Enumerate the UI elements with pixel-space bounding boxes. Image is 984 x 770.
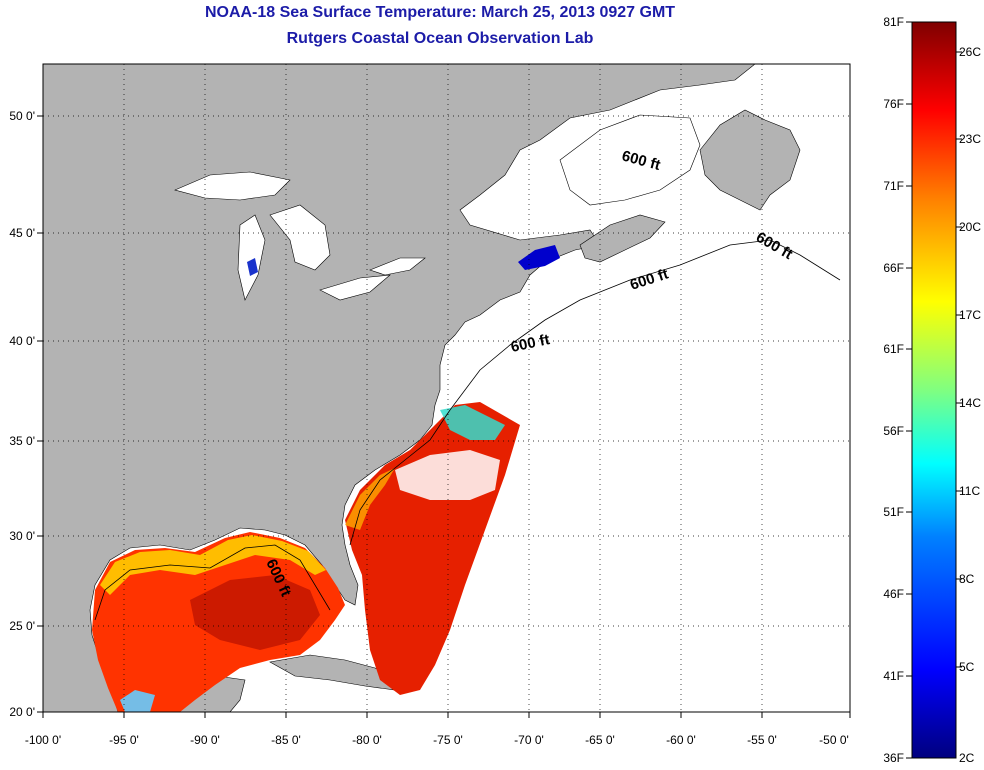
x-tick-label: -95 0' [109, 733, 139, 747]
map-title: NOAA-18 Sea Surface Temperature: March 2… [204, 4, 676, 21]
land-nova-scotia [579, 214, 666, 263]
x-tick-label: -60 0' [666, 733, 696, 747]
colorbar-c-label: 11C [959, 484, 980, 498]
y-tick-label: 20 0' [9, 705, 35, 719]
colorbar-f-label: 56F [883, 424, 904, 438]
x-tick-label: -80 0' [352, 733, 382, 747]
x-tick-label: -90 0' [190, 733, 220, 747]
x-axis [42, 712, 851, 718]
x-tick-label: -85 0' [271, 733, 301, 747]
y-tick-label: 30 0' [9, 529, 35, 543]
land-newfoundland [699, 109, 801, 211]
colorbar-f-label: 81F [883, 15, 904, 29]
y-tick-label: 50 0' [9, 109, 35, 123]
land-north-america [43, 64, 756, 712]
y-axis [37, 115, 43, 713]
colorbar-c-label: 26C [959, 45, 981, 59]
colorbar-f-label: 46F [883, 587, 904, 601]
x-tick-label: -75 0' [433, 733, 463, 747]
gulf-st-lawrence [559, 114, 701, 206]
colorbar-ticks [906, 21, 962, 759]
x-tick-label: -65 0' [585, 733, 615, 747]
colorbar-f-label: 41F [883, 669, 904, 683]
y-tick-label: 45 0' [9, 226, 35, 240]
sst-atlantic-cloud-gaps [395, 450, 500, 500]
y-tick-label: 25 0' [9, 619, 35, 633]
isobath-600ft-line [94, 239, 841, 621]
y-tick-label: 35 0' [9, 434, 35, 448]
sst-gulf-coastal-band [100, 535, 326, 595]
sst-cool-patch-gulf-west [120, 690, 155, 712]
colorbar-c-label: 2C [959, 751, 975, 765]
x-tick-label: -70 0' [514, 733, 544, 747]
map-subtitle: Rutgers Coastal Ocean Observation Lab [286, 30, 594, 47]
colorbar [911, 21, 957, 759]
x-tick-label: -50 0' [819, 733, 849, 747]
colorbar-f-label: 66F [883, 261, 904, 275]
map-border [42, 63, 851, 713]
y-tick-label: 40 0' [9, 334, 35, 348]
x-tick-label: -55 0' [747, 733, 777, 747]
colorbar-f-label: 61F [883, 342, 904, 356]
colorbar-c-label: 14C [959, 396, 981, 410]
colorbar-f-label: 36F [883, 751, 904, 765]
sst-warm-core [190, 575, 320, 650]
sst-cold-patch-maine [518, 245, 560, 270]
colorbar-c-label: 17C [959, 308, 981, 322]
colorbar-c-label: 5C [959, 660, 975, 674]
sst-cold-patch-michigan [247, 258, 258, 276]
colorbar-c-label: 8C [959, 572, 975, 586]
sst-atlantic-cool-edge [345, 468, 395, 530]
colorbar-c-label: 20C [959, 220, 981, 234]
graticule-grid [43, 64, 850, 712]
colorbar-f-label: 51F [883, 505, 904, 519]
colorbar-f-label: 71F [883, 179, 904, 193]
colorbar-c-label: 23C [959, 132, 981, 146]
x-tick-label: -100 0' [25, 733, 61, 747]
colorbar-f-label: 76F [883, 97, 904, 111]
sst-cool-patch-atlantic [440, 405, 505, 440]
great-lakes [174, 171, 426, 301]
